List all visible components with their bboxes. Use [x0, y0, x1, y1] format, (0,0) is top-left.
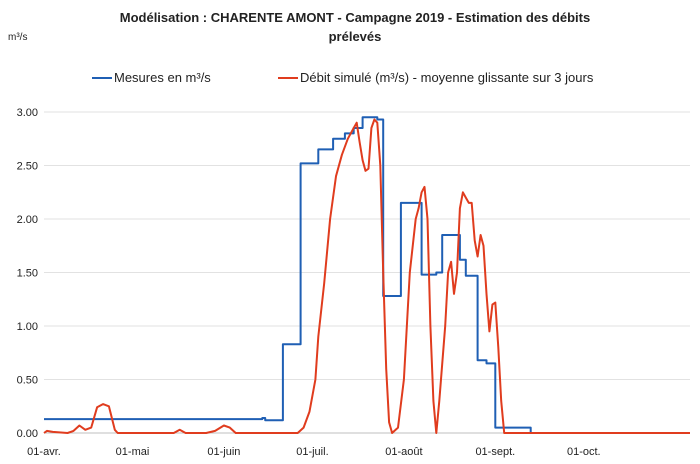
series-line-debit-simule — [43, 118, 690, 434]
x-tick-label: 01-sept. — [475, 446, 515, 458]
x-tick-labels: 01-avr. 01-mai 01-juin 01-juil. 01-août 01-se… — [27, 446, 600, 458]
x-tick-label: 01-avr. — [27, 446, 61, 458]
y-tick-label: 2.00 — [17, 214, 38, 226]
x-tick-label: 01-juin — [207, 446, 240, 458]
x-tick-label: 01-août — [385, 446, 422, 458]
chart-title-line2: prélevés — [329, 29, 382, 44]
series-lines — [43, 116, 690, 434]
chart-title-line1: Modélisation : CHARENTE AMONT - Campagne… — [120, 10, 590, 25]
y-tick-label: 3.00 — [17, 107, 38, 119]
y-tick-label: 0.50 — [17, 375, 38, 387]
legend: Mesures en m³/s Débit simulé (m³/s) - mo… — [92, 70, 594, 85]
series-line-mesures — [44, 116, 690, 434]
legend-label-debit-simule: Débit simulé (m³/s) - moyenne glissante … — [300, 70, 594, 85]
legend-label-mesures: Mesures en m³/s — [114, 70, 211, 85]
y-tick-label: 2.50 — [17, 161, 38, 173]
x-tick-label: 01-oct. — [567, 446, 601, 458]
gridlines — [44, 111, 690, 434]
y-axis-label: m³/s — [8, 32, 27, 43]
y-tick-label: 1.50 — [17, 268, 38, 280]
y-tick-labels: 0.00 0.50 1.00 1.50 2.00 2.50 3.00 — [17, 107, 38, 440]
y-tick-label: 1.00 — [17, 321, 38, 333]
x-tick-label: 01-juil. — [296, 446, 328, 458]
y-tick-label: 0.00 — [17, 428, 38, 440]
x-tick-label: 01-mai — [116, 446, 150, 458]
